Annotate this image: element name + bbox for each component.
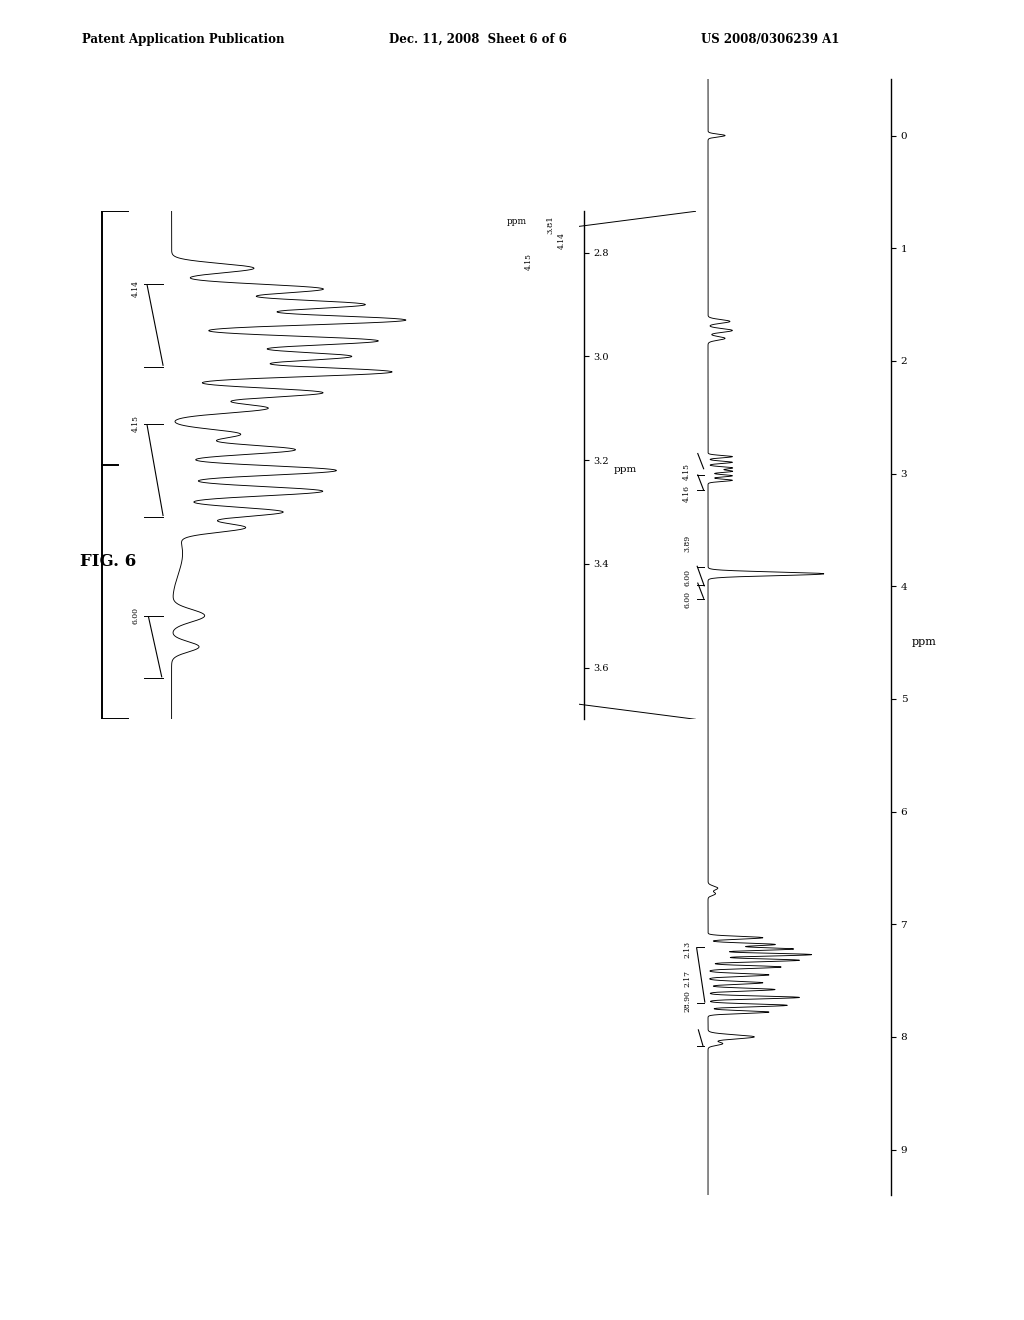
Text: 3.81: 3.81 [547, 215, 555, 234]
Text: 2.17: 2.17 [683, 970, 691, 987]
Text: 6.00: 6.00 [683, 569, 691, 586]
Text: 6.00: 6.00 [683, 591, 691, 609]
Text: 4.14: 4.14 [558, 232, 565, 249]
Text: 4.14: 4.14 [132, 280, 140, 297]
Text: Dec. 11, 2008  Sheet 6 of 6: Dec. 11, 2008 Sheet 6 of 6 [389, 33, 567, 46]
Text: FIG. 6: FIG. 6 [80, 553, 136, 569]
Y-axis label: ppm: ppm [911, 638, 936, 647]
Text: 2.13: 2.13 [683, 940, 691, 957]
Text: 4.15: 4.15 [683, 463, 691, 479]
Text: 3.89: 3.89 [683, 535, 691, 552]
Text: 6.00: 6.00 [132, 607, 140, 624]
Text: US 2008/0306239 A1: US 2008/0306239 A1 [701, 33, 840, 46]
Text: 4.16: 4.16 [683, 486, 691, 503]
Text: 28.90: 28.90 [683, 990, 691, 1011]
Text: 4.15: 4.15 [524, 253, 532, 271]
Y-axis label: ppm: ppm [614, 465, 637, 474]
Text: Patent Application Publication: Patent Application Publication [82, 33, 285, 46]
Text: ppm: ppm [507, 218, 527, 226]
Text: 4.15: 4.15 [132, 416, 140, 433]
